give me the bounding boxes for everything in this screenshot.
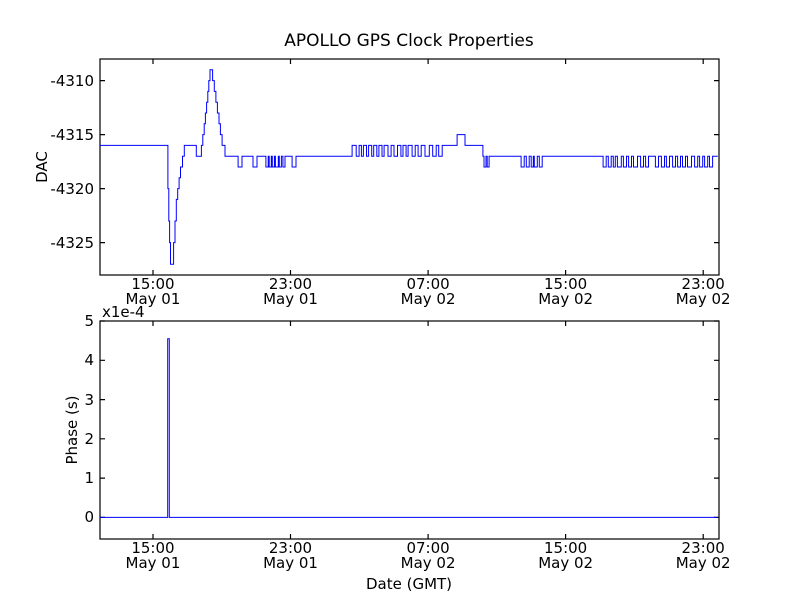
y-tick-label: -4310 — [50, 71, 94, 90]
x-tick-date: May 02 — [538, 289, 594, 308]
y-tick-label: 4 — [84, 351, 94, 370]
y-tick-label: 1 — [84, 469, 94, 488]
x-tick-time: 15:00 — [131, 275, 175, 293]
x-tick-label: 23:00 May 02 — [658, 541, 748, 570]
x-tick-date: May 02 — [675, 289, 731, 308]
chart-title: APOLLO GPS Clock Properties — [284, 31, 534, 51]
x-tick-date: May 02 — [400, 553, 456, 572]
x-tick-time: 07:00 — [406, 539, 450, 557]
x-tick-time: 15:00 — [131, 539, 175, 557]
y-tick-label: 2 — [84, 429, 94, 448]
x-tick-label: 15:00 May 01 — [108, 541, 198, 570]
x-tick-time: 07:00 — [406, 275, 450, 293]
offset-text: x1e-4 — [102, 303, 145, 321]
dac-axis-label: DAC — [33, 151, 51, 183]
x-tick-label: 15:00 May 02 — [521, 277, 611, 306]
tick-marks — [100, 59, 719, 275]
x-tick-time: 23:00 — [268, 539, 313, 557]
phase-series-line — [100, 338, 718, 518]
x-tick-time: 15:00 — [544, 539, 588, 557]
y-tick-label: 0 — [84, 508, 94, 527]
y-tick-label: -4325 — [50, 233, 94, 252]
x-tick-label: 23:00 May 01 — [246, 541, 336, 570]
x-tick-label: 15:00 May 02 — [521, 541, 611, 570]
x-tick-time: 23:00 — [681, 275, 725, 293]
y-tick-label: -4315 — [50, 125, 94, 144]
x-tick-time: 23:00 — [268, 275, 313, 293]
x-tick-label: 07:00 May 02 — [383, 541, 473, 570]
x-tick-label: 15:00 May 01 — [108, 277, 198, 306]
x-tick-date: May 01 — [125, 289, 181, 308]
y-tick-label: 5 — [84, 312, 94, 330]
x-tick-date: May 01 — [263, 289, 318, 308]
x-tick-date: May 02 — [538, 553, 594, 572]
phase-plot — [99, 320, 720, 540]
axes-frame — [99, 320, 720, 540]
x-tick-label: 07:00 May 02 — [383, 277, 473, 306]
x-tick-date: May 02 — [675, 553, 731, 572]
dac-series-line — [100, 69, 718, 265]
y-tick-label: -4320 — [50, 179, 94, 198]
x-tick-date: May 02 — [400, 289, 456, 308]
x-tick-time: 23:00 — [681, 539, 725, 557]
x-tick-label: 23:00 May 01 — [246, 277, 336, 306]
tick-marks — [100, 320, 719, 539]
x-tick-date: May 01 — [125, 553, 181, 572]
x-axis-label: Date (GMT) — [365, 575, 453, 593]
axes-frame — [99, 58, 720, 276]
dac-plot — [99, 58, 720, 276]
x-tick-date: May 01 — [263, 553, 318, 572]
x-tick-time: 15:00 — [544, 275, 588, 293]
y-tick-label: 3 — [84, 390, 94, 409]
x-tick-label: 23:00 May 02 — [658, 277, 748, 306]
